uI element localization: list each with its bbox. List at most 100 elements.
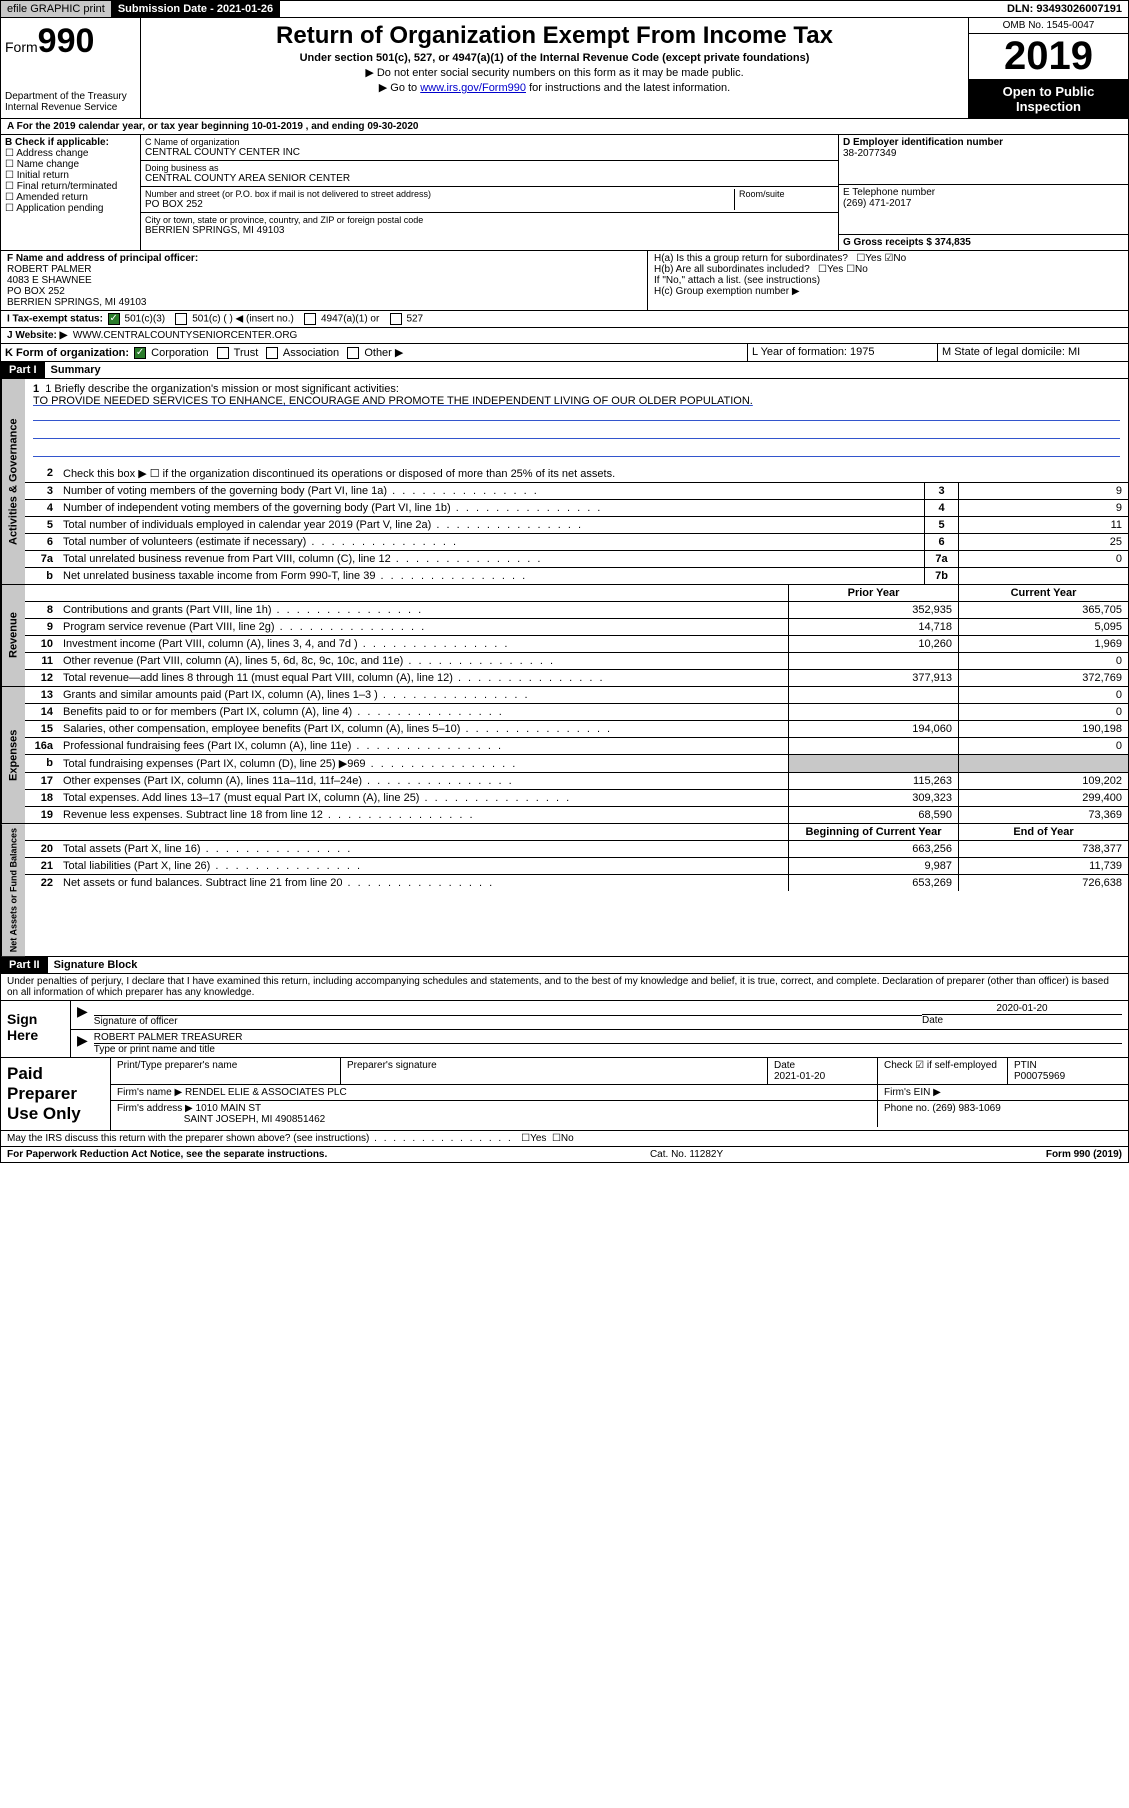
mission-text: TO PROVIDE NEEDED SERVICES TO ENHANCE, E… [33,395,1120,407]
k-o2: Trust [234,347,259,359]
sval-py: 14,718 [788,619,958,635]
summary-line: 22 Net assets or fund balances. Subtract… [25,875,1128,891]
checkbox-icon [175,313,187,325]
sval-cy: 1,969 [958,636,1128,652]
d-label: D Employer identification number [843,137,1124,148]
dept-treasury: Department of the Treasury Internal Reve… [5,91,136,113]
form-number: Form990 [5,22,136,61]
summary-line: 12 Total revenue—add lines 8 through 11 … [25,670,1128,686]
snum: 4 [25,500,59,516]
arrow-icon: ▶ [77,1032,88,1055]
col-header: Beginning of Current Year End of Year [25,824,1128,841]
stext: Program service revenue (Part VIII, line… [59,619,788,635]
line-2: 2 Check this box ▶ ☐ if the organization… [25,465,1128,483]
checkbox-icon [304,313,316,325]
sig-name: ROBERT PALMER TREASURER [94,1032,1122,1043]
h-a: H(a) Is this a group return for subordin… [654,253,1122,264]
snum: 17 [25,773,59,789]
sval-cy: 109,202 [958,773,1128,789]
sval: 9 [958,483,1128,499]
sval-py: 68,590 [788,807,958,823]
sval-py: 309,323 [788,790,958,806]
goto-pre: ▶ Go to [379,82,420,94]
sval-cy: 0 [958,738,1128,754]
snum: 13 [25,687,59,703]
sval-cy: 73,369 [958,807,1128,823]
header-left: Form990 Department of the Treasury Inter… [1,18,141,118]
col-h: H(a) Is this a group return for subordin… [648,251,1128,310]
m-cell: M State of legal domicile: MI [938,344,1128,361]
stext: Total expenses. Add lines 13–17 (must eq… [59,790,788,806]
sbox: 7b [924,568,958,584]
snum: 7a [25,551,59,567]
stext: Other revenue (Part VIII, column (A), li… [59,653,788,669]
footer-left: For Paperwork Reduction Act Notice, see … [7,1149,327,1160]
stext: Investment income (Part VIII, column (A)… [59,636,788,652]
checkbox-icon [266,347,278,359]
i-o1: 501(c)(3) [125,314,166,325]
col-deg: D Employer identification number 38-2077… [838,135,1128,250]
sig-name-row: ▶ ROBERT PALMER TREASURER Type or print … [71,1030,1128,1057]
s2-text: Check this box ▶ ☐ if the organization d… [59,465,1128,482]
k-o3: Association [283,347,339,359]
sval-py: 653,269 [788,875,958,891]
sval: 25 [958,534,1128,550]
part2-bar: Part II [1,957,48,973]
stext: Total assets (Part X, line 16) [59,841,788,857]
c-dba: Doing business as CENTRAL COUNTY AREA SE… [141,161,838,187]
stext: Number of voting members of the governin… [59,483,924,499]
summary-line: 3 Number of voting members of the govern… [25,483,1128,500]
sval-cy: 0 [958,704,1128,720]
i-o2: 501(c) ( ) ◀ (insert no.) [192,314,294,325]
stext: Contributions and grants (Part VIII, lin… [59,602,788,618]
stext: Salaries, other compensation, employee b… [59,721,788,737]
check-icon [108,313,120,325]
sval-py [788,738,958,754]
stext: Total number of volunteers (estimate if … [59,534,924,550]
summary-line: 9 Program service revenue (Part VIII, li… [25,619,1128,636]
header-right: OMB No. 1545-0047 2019 Open to Public In… [968,18,1128,118]
blank [25,585,59,601]
block-fh: F Name and address of principal officer:… [0,251,1129,311]
sval-py [788,704,958,720]
summary-line: 17 Other expenses (Part IX, column (A), … [25,773,1128,790]
c-dba-label: Doing business as [145,163,834,173]
sval-cy: 738,377 [958,841,1128,857]
d-ein: D Employer identification number 38-2077… [839,135,1128,185]
side-governance: Activities & Governance [1,379,25,584]
sval-cy: 11,739 [958,858,1128,874]
snum: 18 [25,790,59,806]
col-c: C Name of organization CENTRAL COUNTY CE… [141,135,838,250]
goto-line: ▶ Go to www.irs.gov/Form990 for instruct… [145,81,964,94]
d-val: 38-2077349 [843,148,1124,159]
f-label: F Name and address of principal officer: [7,253,641,264]
sig-date: 2020-01-20 [922,1003,1122,1014]
irs-link[interactable]: www.irs.gov/Form990 [420,82,526,94]
summary-line: 20 Total assets (Part X, line 16) 663,25… [25,841,1128,858]
snum: 2 [25,465,59,482]
sval-py [788,653,958,669]
snum: 10 [25,636,59,652]
sig-officer-label: Signature of officer [94,1015,922,1027]
form-title: Return of Organization Exempt From Incom… [145,22,964,50]
prow-firm: Firm's name ▶ RENDEL ELIE & ASSOCIATES P… [111,1085,1128,1101]
snum: 19 [25,807,59,823]
c-addr-label: Number and street (or P.O. box if mail i… [145,189,734,199]
form-header: Form990 Department of the Treasury Inter… [0,18,1129,119]
k-o1: Corporation [151,347,208,359]
sval-cy: 726,638 [958,875,1128,891]
stext: Number of independent voting members of … [59,500,924,516]
checkbox-icon [347,347,359,359]
f-l3: BERRIEN SPRINGS, MI 49103 [7,297,641,308]
summary-line: 16a Professional fundraising fees (Part … [25,738,1128,755]
signature-block: Under penalties of perjury, I declare th… [0,974,1129,1058]
goto-post: for instructions and the latest informat… [529,82,730,94]
e-label: E Telephone number [843,187,1124,198]
boy-head: Beginning of Current Year [788,824,958,840]
paid-preparer-block: Paid Preparer Use Only Print/Type prepar… [0,1058,1129,1131]
h3: Date2021-01-20 [768,1058,878,1084]
mission-rule [33,407,1120,421]
sval-py: 663,256 [788,841,958,857]
sval-py [788,687,958,703]
expenses-section: Expenses 13 Grants and similar amounts p… [0,687,1129,824]
